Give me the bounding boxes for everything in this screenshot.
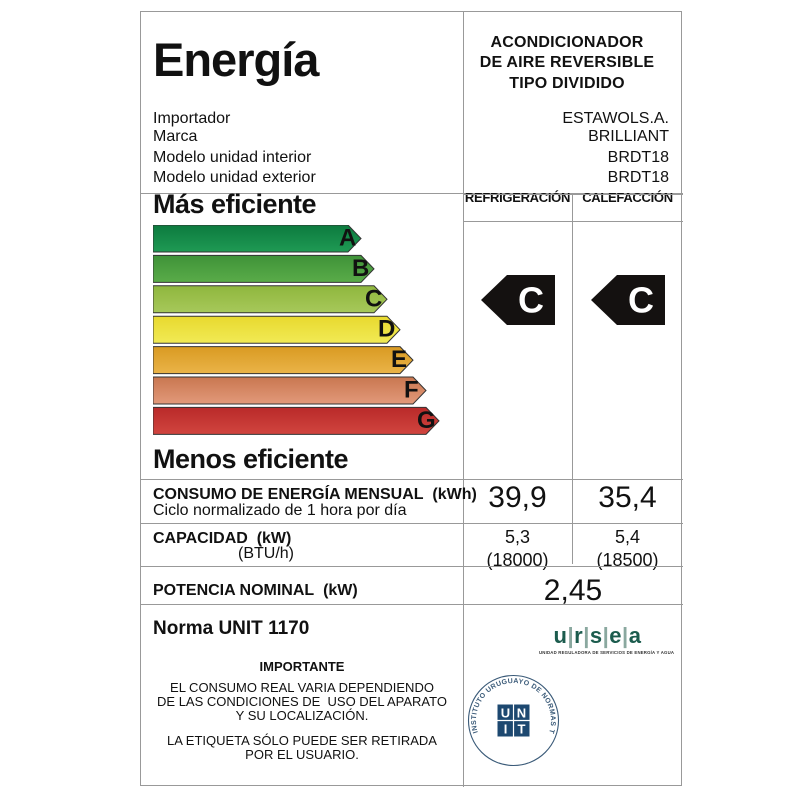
svg-text:B: B	[352, 255, 369, 282]
svg-text:T: T	[518, 722, 526, 737]
svg-text:C: C	[365, 285, 382, 312]
svg-text:C: C	[518, 280, 544, 321]
svg-text:I: I	[504, 722, 508, 737]
svg-text:C: C	[628, 280, 654, 321]
svg-text:U: U	[501, 706, 510, 721]
svg-text:E: E	[391, 346, 407, 373]
svg-text:A: A	[339, 225, 356, 252]
svg-text:N: N	[517, 706, 526, 721]
svg-text:D: D	[378, 316, 395, 343]
svg-text:G: G	[417, 407, 436, 434]
svg-text:F: F	[404, 377, 419, 404]
